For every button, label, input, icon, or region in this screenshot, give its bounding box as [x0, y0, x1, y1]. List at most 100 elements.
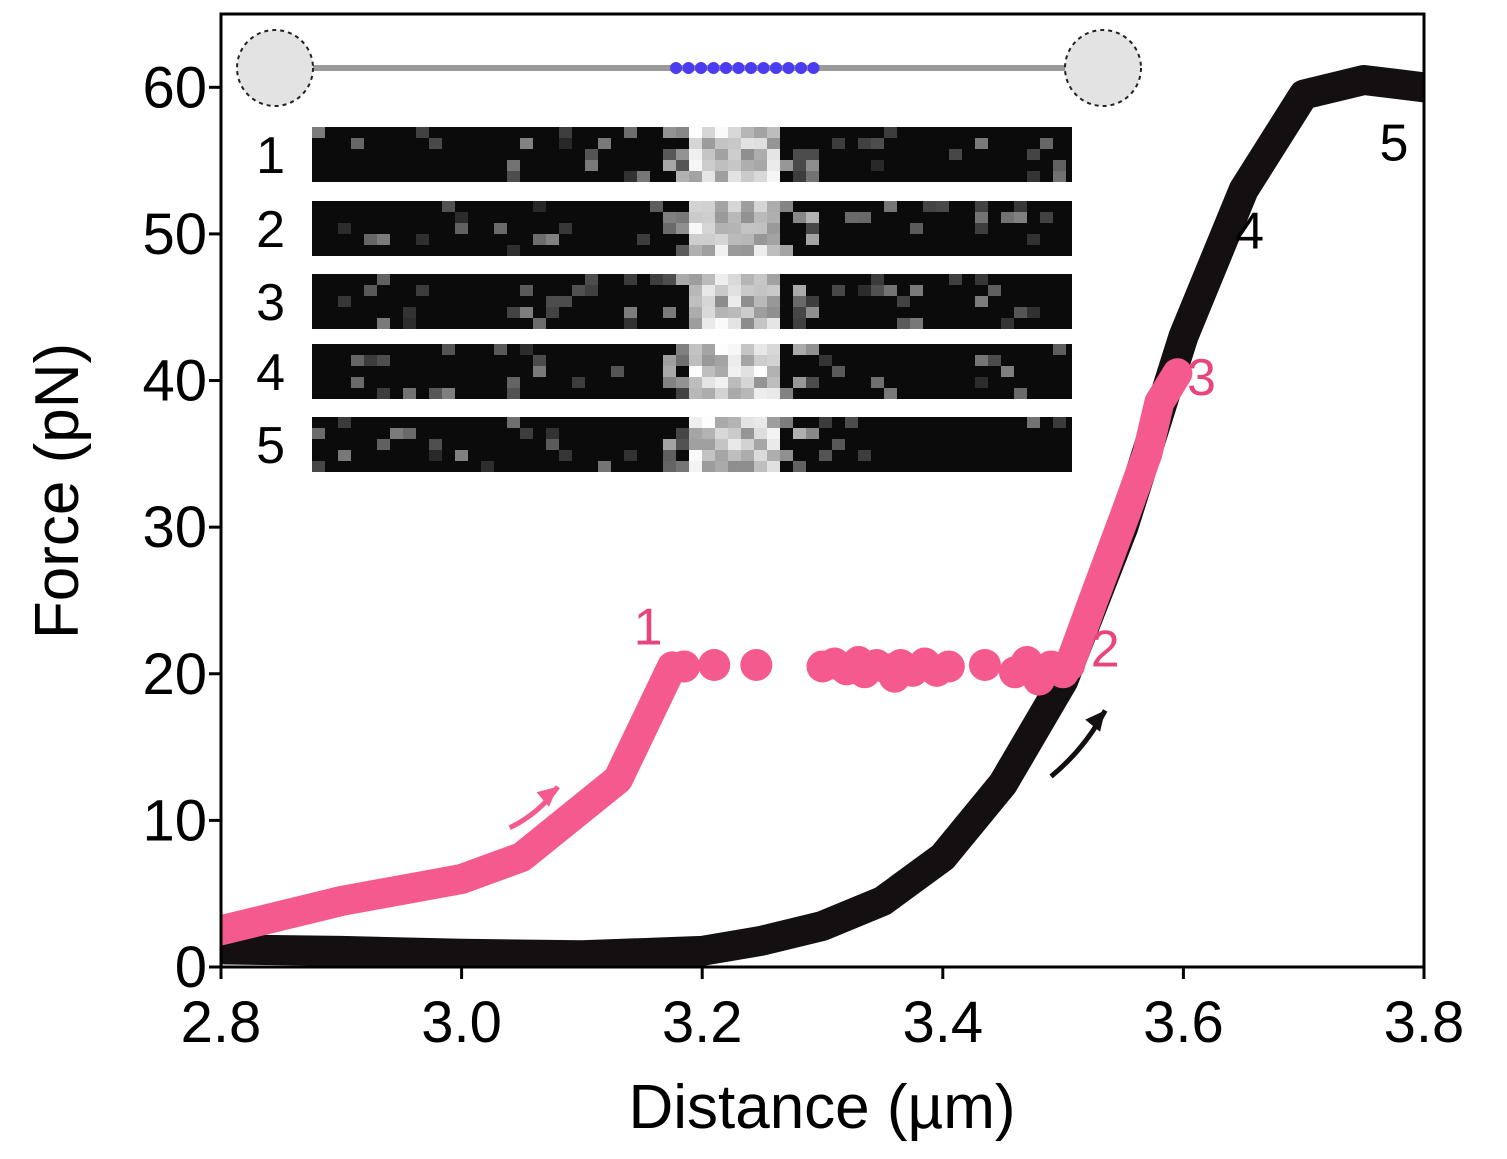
strip-pixel [728, 428, 741, 439]
strip-pixel [702, 318, 715, 329]
strip-pixel [351, 355, 364, 366]
annotation-label: 2 [1091, 620, 1120, 678]
blue-dot [695, 62, 707, 74]
strip-pixel [767, 450, 780, 461]
strip-pixel [793, 318, 806, 329]
strip-pixel [715, 296, 728, 307]
strip-pixel [715, 377, 728, 388]
strip-pixel [975, 296, 988, 307]
strip-pixel [455, 450, 468, 461]
left-bead [236, 29, 314, 107]
strip-pixel [832, 285, 845, 296]
series-dots [668, 646, 1086, 696]
strip-pixel [767, 355, 780, 366]
strip-pixel [676, 127, 689, 138]
strip-pixel [793, 344, 806, 355]
strip-pixel [676, 377, 689, 388]
strip-pixel [377, 355, 390, 366]
strip-pixel [364, 234, 377, 245]
strip-pixel [754, 355, 767, 366]
strip-pixel [676, 461, 689, 472]
strip-pixel [806, 344, 819, 355]
strip-pixel [715, 439, 728, 450]
x-tick-label: 3.8 [1384, 990, 1465, 1055]
strip-pixel [884, 285, 897, 296]
strip-pixel [754, 344, 767, 355]
data-point [698, 648, 731, 681]
strip-pixel [702, 127, 715, 138]
strip-pixel [429, 388, 442, 399]
annotation-label: 5 [1379, 115, 1408, 173]
strip-pixel [754, 439, 767, 450]
x-axis-title: Distance (µm) [628, 1073, 1015, 1142]
y-tick-label: 20 [142, 642, 207, 707]
kymograph-strip: 5 [256, 417, 1072, 475]
strip-pixel [546, 296, 559, 307]
strip-pixel [767, 428, 780, 439]
strip-pixel [715, 127, 728, 138]
strip-pixel [728, 439, 741, 450]
strip-pixel [728, 245, 741, 256]
strip-pixel [715, 234, 728, 245]
strip-pixel [1014, 388, 1027, 399]
strip-pixel [533, 234, 546, 245]
strip-pixel [728, 366, 741, 377]
strip-pixel [858, 285, 871, 296]
strip-pixel [663, 439, 676, 450]
strip-pixel [624, 274, 637, 285]
strip-pixel [741, 234, 754, 245]
strip-pixel [897, 318, 910, 329]
strip-pixel [949, 274, 962, 285]
strip-pixel [663, 127, 676, 138]
strip-pixel [728, 344, 741, 355]
strip-pixel [585, 160, 598, 171]
strip-pixel [338, 296, 351, 307]
strip-pixel [1014, 307, 1027, 318]
x-tick-label: 3.6 [1143, 990, 1224, 1055]
strip-pixel [741, 428, 754, 439]
strip-pixel [741, 388, 754, 399]
strip-pixel [702, 355, 715, 366]
strip-pixel [481, 461, 494, 472]
y-tick-label: 10 [142, 788, 207, 853]
strip-pixel [702, 234, 715, 245]
strip-pixel [663, 366, 676, 377]
strip-pixel [1027, 149, 1040, 160]
strip-pixel [533, 201, 546, 212]
strip-pixel [767, 149, 780, 160]
strip-pixel [728, 274, 741, 285]
strip-pixel [884, 201, 897, 212]
strip-pixel [364, 355, 377, 366]
strip-pixel [728, 149, 741, 160]
strip-pixel [871, 285, 884, 296]
strip-pixel [806, 160, 819, 171]
strip-pixel [624, 171, 637, 182]
strip-pixel [975, 212, 988, 223]
strip-pixel [819, 450, 832, 461]
strip-pixel [702, 274, 715, 285]
strip-pixel [715, 355, 728, 366]
strip-pixel [767, 201, 780, 212]
strip-pixel [1053, 160, 1066, 171]
strip-pixel [572, 377, 585, 388]
strip-pixel [312, 127, 325, 138]
strip-pixel [338, 450, 351, 461]
strip-pixel [1053, 171, 1066, 182]
strip-pixel [377, 234, 390, 245]
strip-label: 5 [256, 417, 285, 475]
kymograph-strip: 2 [256, 201, 1072, 259]
y-tick-label: 30 [142, 495, 207, 560]
strip-pixel [702, 171, 715, 182]
strip-pixel [416, 127, 429, 138]
strip-pixel [663, 274, 676, 285]
strip-pixel [910, 285, 923, 296]
x-tick-label: 3.2 [662, 990, 743, 1055]
strip-pixel [546, 234, 559, 245]
strip-pixel [741, 223, 754, 234]
plot-data-area [221, 65, 1424, 967]
strip-pixel [546, 307, 559, 318]
strip-pixel [858, 212, 871, 223]
strip-label: 1 [256, 127, 285, 185]
strip-pixel [663, 461, 676, 472]
data-point [668, 650, 701, 683]
